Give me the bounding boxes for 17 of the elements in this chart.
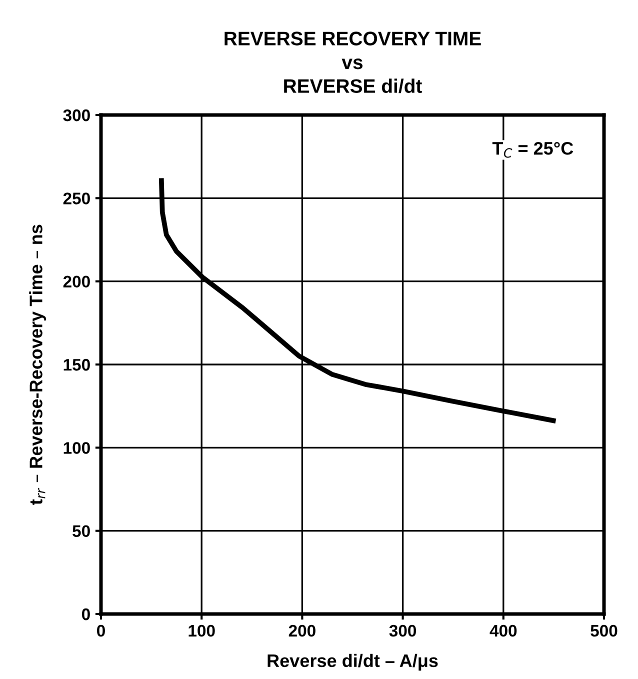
annotation: T$_{C}$ = 25°C (492, 142, 574, 158)
x-axis-title: Reverse di/dt – A/μs (268, 654, 438, 671)
x-tick-label: 0 (97, 624, 105, 637)
chart-title: REVERSE RECOVERY TIME vs REVERSE di/dt (224, 32, 481, 94)
x-tick-label: 100 (188, 624, 215, 637)
y-tick-label: 150 (64, 358, 90, 371)
x-tick-label: 500 (590, 624, 618, 637)
y-tick-label: 0 (82, 608, 90, 620)
x-tick-label: 300 (389, 624, 416, 637)
y-tick-label: 50 (72, 525, 90, 538)
y-tick-label: 200 (63, 276, 90, 288)
x-tick-label: 400 (490, 624, 517, 637)
x-tick-label: 200 (288, 624, 316, 637)
y-tick-label: 250 (63, 192, 90, 204)
y-tick-label: 300 (63, 109, 90, 122)
y-axis-title: t$_{rr}$ – Reverse-Recovery Time – ns (29, 224, 46, 505)
y-tick-label: 100 (64, 442, 90, 454)
